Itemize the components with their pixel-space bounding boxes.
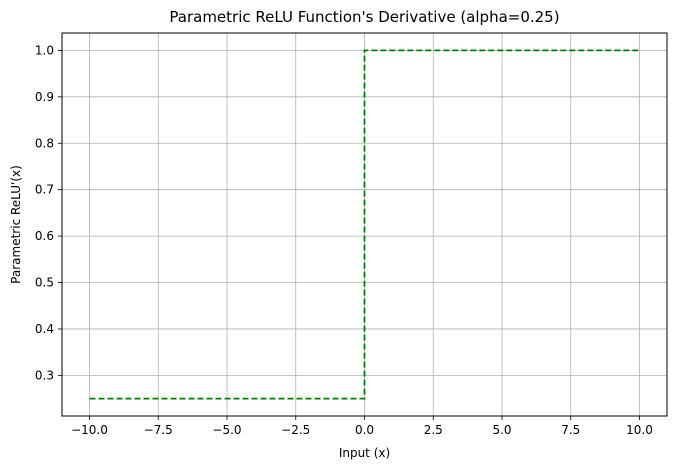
- y-tick-label: 0.7: [35, 183, 54, 197]
- y-axis: 0.3 0.4 0.5 0.6 0.7 0.8 0.9 1.0: [35, 43, 62, 382]
- y-tick-label: 0.5: [35, 276, 54, 290]
- x-tick-label: −10.0: [71, 423, 108, 437]
- series-layer: [89, 49, 640, 400]
- x-tick-label: 10.0: [626, 423, 653, 437]
- y-tick-label: 0.9: [35, 90, 54, 104]
- chart-title: Parametric ReLU Function's Derivative (a…: [169, 8, 559, 26]
- x-tick-label: 0.0: [355, 423, 374, 437]
- x-axis-label: Input (x): [339, 446, 390, 460]
- x-tick-label: 5.0: [492, 423, 511, 437]
- y-axis-label: Parametric ReLU'(x): [9, 165, 23, 284]
- x-tick-label: −7.5: [144, 423, 173, 437]
- y-tick-label: 0.4: [35, 322, 54, 336]
- y-tick-label: 1.0: [35, 43, 54, 57]
- x-tick-label: −5.0: [212, 423, 241, 437]
- series-line: [89, 49, 640, 400]
- x-tick-label: 7.5: [561, 423, 580, 437]
- x-tick-label: −2.5: [281, 423, 310, 437]
- y-tick-label: 0.8: [35, 136, 54, 150]
- x-axis: −10.0 −7.5 −5.0 −2.5 0.0 2.5 5.0 7.5 10.0: [71, 416, 653, 437]
- x-tick-label: 2.5: [424, 423, 443, 437]
- y-tick-label: 0.3: [35, 368, 54, 382]
- y-tick-label: 0.6: [35, 229, 54, 243]
